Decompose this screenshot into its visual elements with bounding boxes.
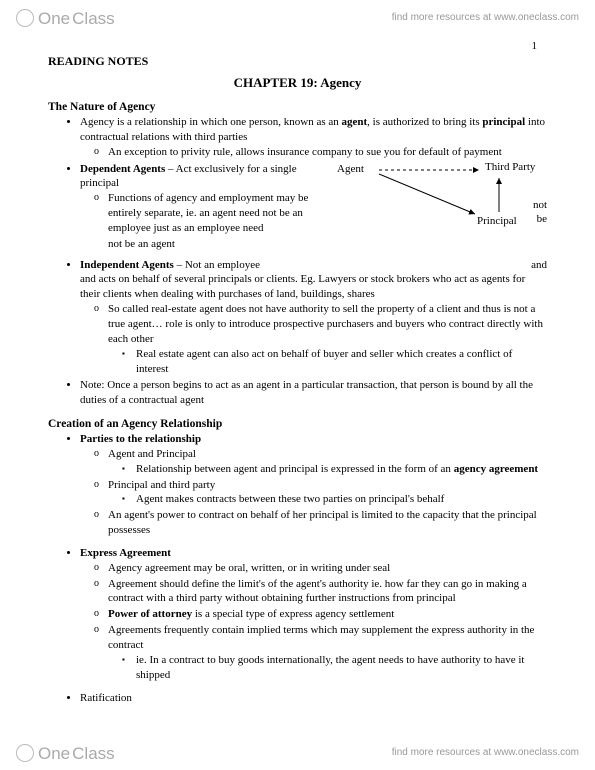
- creation-list: Parties to the relationship Agent and Pr…: [48, 432, 547, 705]
- brand-circle-icon: [16, 9, 34, 27]
- nature-list: Agency is a relationship in which one pe…: [48, 115, 547, 408]
- section-heading-creation: Creation of an Agency Relationship: [48, 418, 547, 430]
- nature-item-agency-def: Agency is a relationship in which one pe…: [80, 115, 547, 160]
- creation-item-express: Express Agreement Agency agreement may b…: [80, 546, 547, 683]
- reading-notes-label: READING NOTES: [48, 54, 547, 69]
- express-limits: Agreement should define the limit's of t…: [108, 577, 547, 607]
- parties-agency-agreement: Relationship between agent and principal…: [136, 462, 547, 477]
- nature-item-independent: Independent Agents – Not an employee and…: [80, 258, 547, 377]
- creation-item-ratification: Ratification: [80, 691, 547, 706]
- parties-principal-third: Principal and third party Agent makes co…: [108, 478, 547, 508]
- nature-item-dependent: Dependent Agents – Act exclusively for a…: [80, 162, 547, 252]
- diagram-label-third: Third Party: [485, 160, 535, 175]
- watermark-top: OneClass find more resources at www.onec…: [0, 0, 595, 35]
- nature-sub-realestate: So called real-estate agent does not hav…: [108, 302, 547, 376]
- parties-capacity: An agent's power to contract on behalf o…: [108, 508, 547, 538]
- watermark-link-top: find more resources at www.oneclass.com: [392, 12, 579, 23]
- brand-class: Class: [72, 9, 115, 29]
- express-implied-terms: Agreements frequently contain implied te…: [108, 623, 547, 682]
- brand-one: One: [38, 9, 70, 29]
- nature-sub-conflict: Real estate agent can also act on behalf…: [136, 347, 547, 377]
- page-content: 1 READING NOTES CHAPTER 19: Agency The N…: [0, 0, 595, 749]
- diagram-label-principal: Principal: [477, 214, 517, 229]
- wrap-and: and: [531, 258, 547, 273]
- agency-diagram: Agent Third Party Principal: [327, 158, 557, 236]
- parties-makes-contracts: Agent makes contracts between these two …: [136, 492, 547, 507]
- watermark-link-bottom: find more resources at www.oneclass.com: [392, 747, 579, 758]
- brand-logo-bottom: OneClass: [16, 741, 115, 764]
- diagram-label-agent: Agent: [337, 162, 364, 177]
- brand-logo: OneClass: [16, 6, 115, 29]
- parties-agent-principal: Agent and Principal Relationship between…: [108, 447, 547, 477]
- express-intl-example: ie. In a contract to buy goods internati…: [136, 653, 547, 683]
- section-heading-nature: The Nature of Agency: [48, 101, 547, 113]
- express-oral-written: Agency agreement may be oral, written, o…: [108, 561, 547, 576]
- brand-circle-icon-bottom: [16, 744, 34, 762]
- page-number: 1: [48, 40, 547, 52]
- chapter-title: CHAPTER 19: Agency: [48, 75, 547, 91]
- watermark-bottom: OneClass find more resources at www.onec…: [0, 735, 595, 770]
- nature-item-note: Note: Once a person begins to act as an …: [80, 378, 547, 408]
- express-power-attorney: Power of attorney is a special type of e…: [108, 607, 547, 622]
- creation-item-parties: Parties to the relationship Agent and Pr…: [80, 432, 547, 538]
